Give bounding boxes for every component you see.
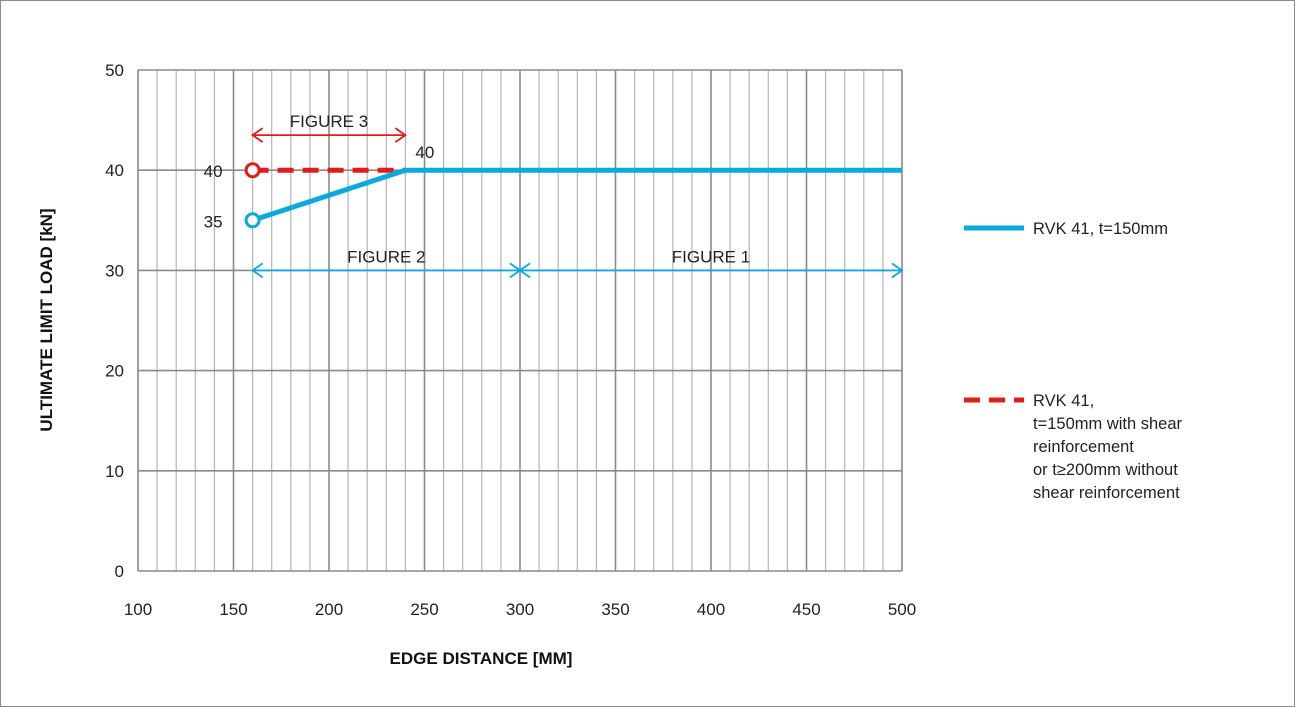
x-tick-label: 500 <box>888 600 916 619</box>
annotation-arrowhead-left <box>251 262 264 279</box>
annotation-label: FIGURE 3 <box>290 112 368 131</box>
x-tick-label: 250 <box>410 600 438 619</box>
y-axis-title: ULTIMATE LIMIT LOAD [kN] <box>37 208 56 431</box>
legend-entry-1: RVK 41, t=150mm with shear reinforcement or… <box>1033 392 1183 502</box>
series-start-marker-0 <box>244 212 261 229</box>
y-tick-label: 10 <box>105 462 124 481</box>
y-tick-label: 40 <box>105 161 124 180</box>
x-tick-label: 300 <box>506 600 534 619</box>
y-tick-label: 30 <box>105 261 124 280</box>
x-axis-title: EDGE DISTANCE [MM] <box>390 649 573 668</box>
series-line-0 <box>251 167 902 223</box>
point-labels: 40 35 40 <box>204 143 435 231</box>
legend-entry-0: RVK 41, t=150mm <box>1033 220 1168 238</box>
annotation-label: FIGURE 2 <box>347 247 425 266</box>
point-label: 40 <box>415 143 434 162</box>
y-tick-label: 20 <box>105 362 124 381</box>
annotation-label: FIGURE 1 <box>672 247 750 266</box>
annotation-arrowhead-left <box>518 262 531 279</box>
x-tick-label: 350 <box>601 600 629 619</box>
x-tick-label: 150 <box>219 600 247 619</box>
point-label: 40 <box>204 162 223 181</box>
annotation-arrowhead-left <box>251 127 264 143</box>
y-tick-labels: 0 10 20 30 40 50 <box>105 61 124 581</box>
x-tick-label: 400 <box>697 600 725 619</box>
y-tick-label: 0 <box>115 562 124 581</box>
series <box>244 162 902 229</box>
grid <box>137 69 903 572</box>
figure-annotations: FIGURE 3 FIGURE 2 FIGURE 1 <box>251 112 904 279</box>
y-tick-label: 50 <box>105 61 124 80</box>
annotation-arrowhead-right <box>891 262 904 279</box>
x-tick-label: 450 <box>792 600 820 619</box>
x-tick-label: 100 <box>124 600 152 619</box>
legend: RVK 41, t=150mm RVK 41, t=150mm with shear… <box>964 220 1183 502</box>
x-tick-labels: 100 150 200 250 300 350 400 450 500 <box>124 600 916 619</box>
point-label: 35 <box>204 212 223 231</box>
annotation-arrowhead-right <box>394 127 407 143</box>
x-tick-label: 200 <box>315 600 343 619</box>
series-start-marker-1 <box>244 162 261 179</box>
